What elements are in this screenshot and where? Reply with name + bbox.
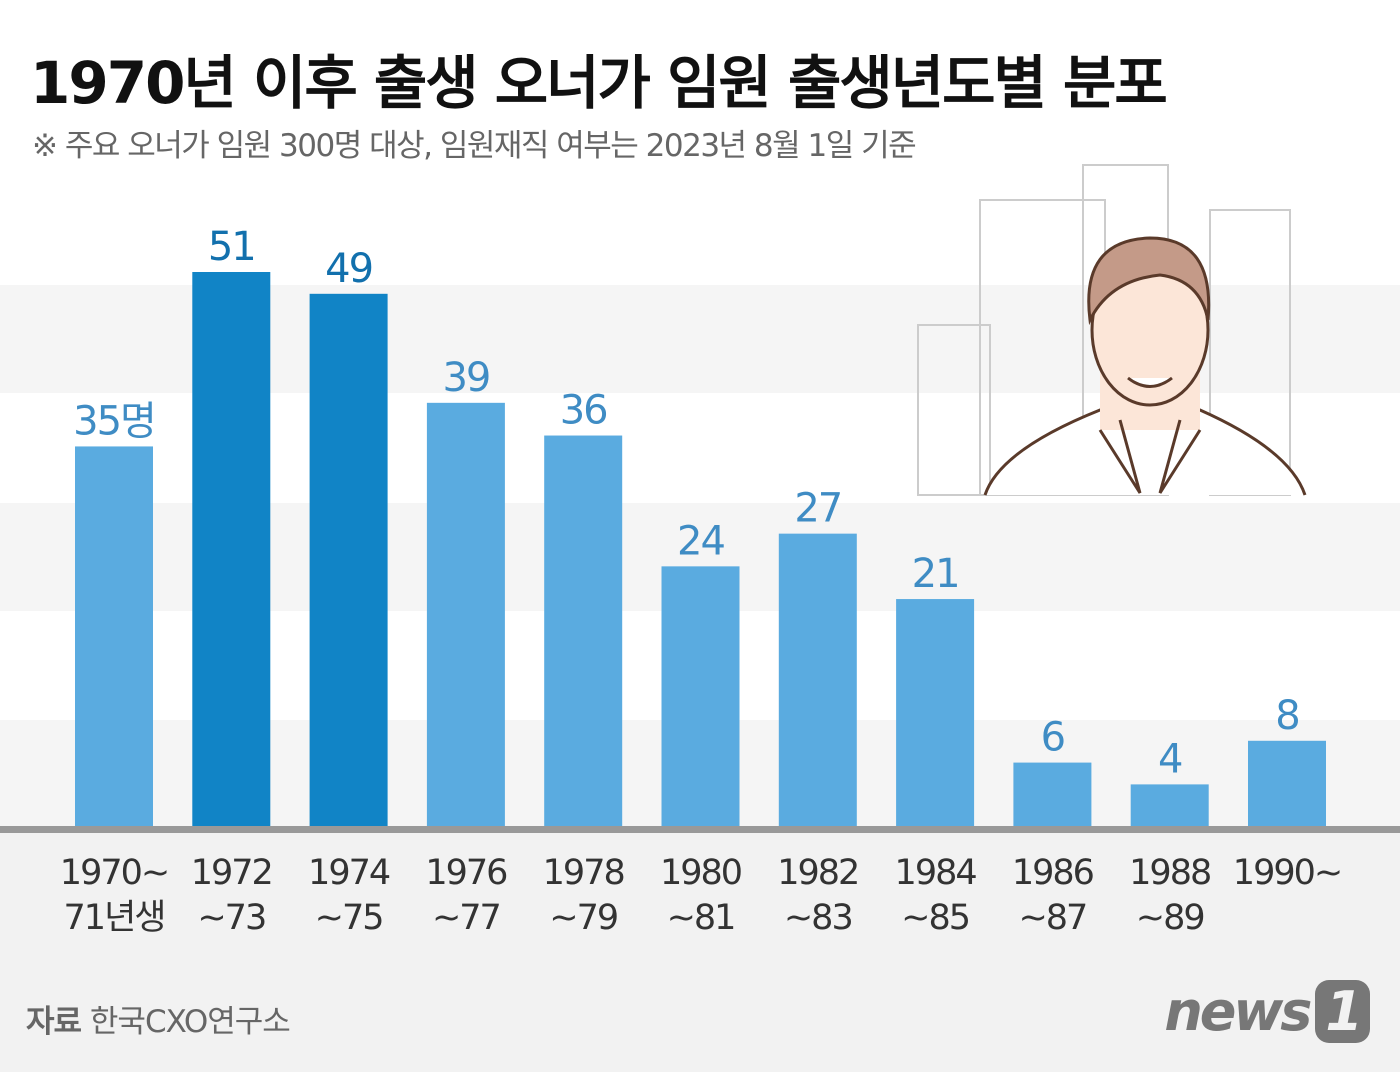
businessman-illustration <box>917 164 1307 496</box>
x-tick-label: 1988 <box>1129 853 1210 893</box>
bar <box>309 293 388 828</box>
x-tick-label: 1972 <box>191 853 272 893</box>
x-tick-label: ~87 <box>1018 898 1086 938</box>
x-tick-label: ~81 <box>667 898 735 938</box>
bar <box>192 272 271 828</box>
data-label: 39 <box>442 355 489 401</box>
data-label: 24 <box>677 518 724 564</box>
data-label: 21 <box>912 551 959 597</box>
x-tick-label: 1980 <box>660 853 741 893</box>
source-note: 자료 한국CXO연구소 <box>26 996 291 1041</box>
x-tick-label: 1990~ <box>1233 853 1341 893</box>
bar <box>544 435 623 828</box>
x-tick-label: 1986 <box>1012 853 1094 893</box>
data-label: 36 <box>560 388 607 434</box>
x-tick-label: 1974 <box>308 853 390 893</box>
x-tick-label: ~73 <box>197 898 265 938</box>
x-tick-label: ~85 <box>901 898 969 938</box>
bar <box>1130 784 1209 828</box>
logo-text: news <box>1164 980 1312 1043</box>
bar <box>1248 740 1326 828</box>
x-tick-label: ~77 <box>432 898 500 938</box>
bar <box>661 566 740 828</box>
x-tick-label: ~83 <box>784 898 852 938</box>
data-label: 6 <box>1041 715 1064 761</box>
chart-title: 1970년 이후 출생 오너가 임원 출생년도별 분포 <box>30 49 1168 117</box>
bar <box>1013 762 1092 828</box>
data-label: 8 <box>1275 693 1298 739</box>
x-tick-label: ~89 <box>1136 898 1204 938</box>
chart-subtitle: ※ 주요 오너가 임원 300명 대상, 임원재직 여부는 2023년 8월 1… <box>32 128 917 164</box>
bar <box>426 402 505 828</box>
x-tick-label: 71년생 <box>64 898 165 938</box>
x-axis-baseline <box>0 826 1400 833</box>
x-tick-label: 1970~ <box>60 853 168 893</box>
x-tick-label: 1976 <box>425 853 507 893</box>
x-tick-label: 1982 <box>777 853 858 893</box>
logo-number: 1 <box>1315 980 1370 1043</box>
data-label: 27 <box>794 486 841 532</box>
x-tick-label: ~75 <box>315 898 383 938</box>
bar <box>75 446 153 828</box>
bar <box>778 533 857 828</box>
data-label: 35명 <box>73 398 155 444</box>
source-text: 한국CXO연구소 <box>89 1004 291 1040</box>
x-tick-label: 1978 <box>543 853 624 893</box>
footer-background <box>0 828 1400 1072</box>
source-label: 자료 <box>26 1004 82 1040</box>
data-label: 4 <box>1158 736 1182 782</box>
data-label: 51 <box>208 224 255 270</box>
data-label: 49 <box>325 246 372 292</box>
bar <box>896 599 975 828</box>
news1-logo: news 1 <box>1164 980 1370 1043</box>
x-tick-label: ~79 <box>549 898 617 938</box>
x-tick-label: 1984 <box>895 853 977 893</box>
